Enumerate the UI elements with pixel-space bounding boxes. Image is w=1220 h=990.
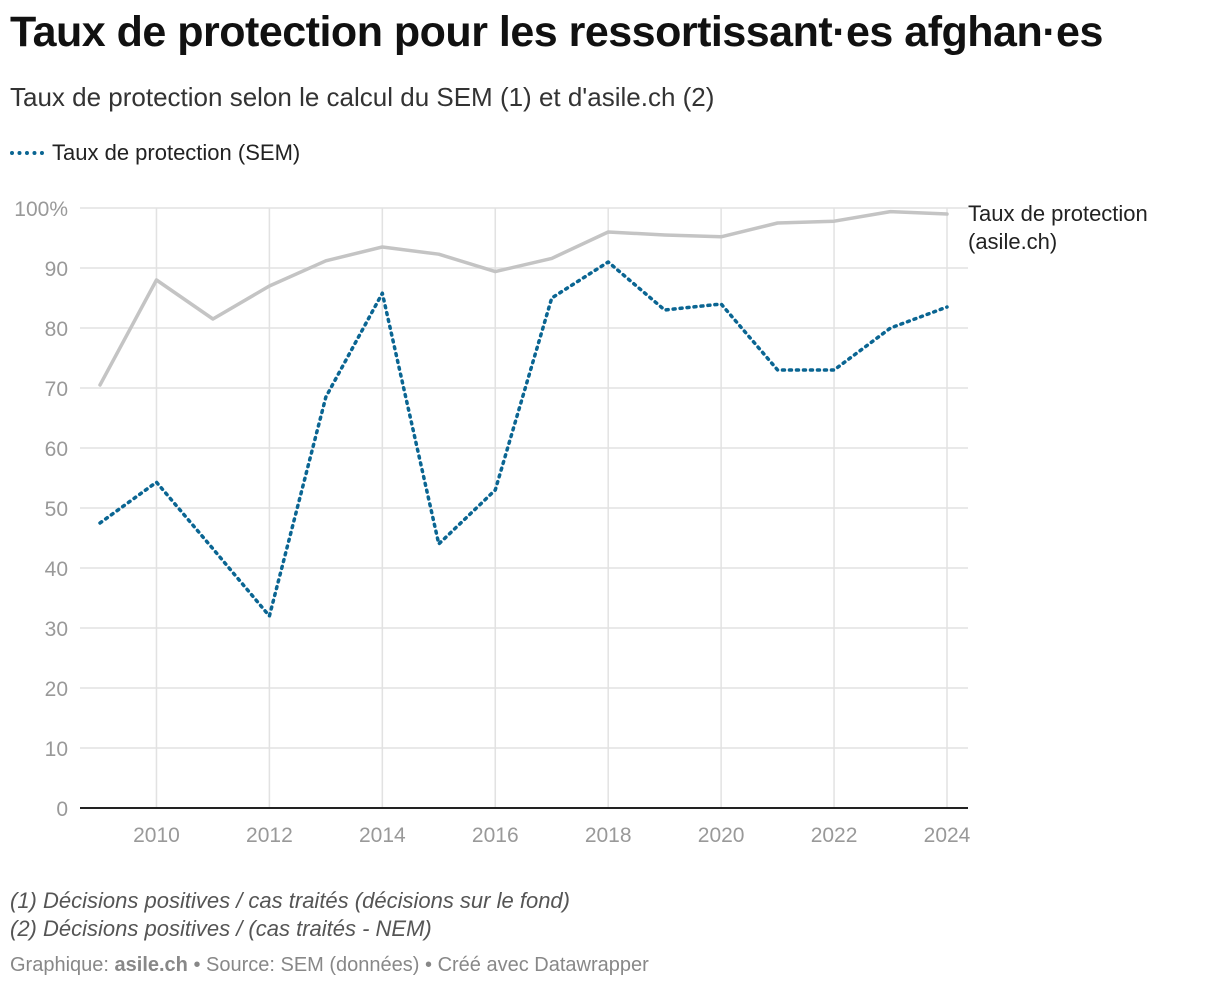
x-tick-label: 2014 <box>359 824 406 847</box>
y-tick-label: 0 <box>56 798 68 821</box>
credits: Graphique: asile.ch • Source: SEM (donné… <box>10 954 649 977</box>
series-line-asile <box>98 209 949 387</box>
footnote-2: (2) Décisions positives / (cas traités -… <box>10 916 432 941</box>
x-tick-label: 2018 <box>585 824 632 847</box>
y-tick-label: 10 <box>45 738 68 761</box>
series-label-asile: (asile.ch) <box>968 229 1057 254</box>
chart-title: Taux de protection pour les ressortissan… <box>10 8 1103 56</box>
y-tick-label: 100% <box>14 198 68 221</box>
y-tick-label: 20 <box>45 678 68 701</box>
x-tick-label: 2020 <box>698 824 745 847</box>
y-tick-label: 40 <box>45 558 68 581</box>
credits-prefix: Graphique: <box>10 954 115 976</box>
y-tick-label: 90 <box>45 258 68 281</box>
chart-subtitle: Taux de protection selon le calcul du SE… <box>10 82 715 112</box>
series-line-sem <box>98 260 949 618</box>
y-tick-label: 50 <box>45 498 68 521</box>
y-tick-label: 80 <box>45 318 68 341</box>
x-tick-label: 2012 <box>246 824 293 847</box>
credits-brand: asile.ch <box>114 954 188 976</box>
y-tick-label: 30 <box>45 618 68 641</box>
line-chart: 0 10 20 30 40 50 60 70 80 90 100% 2010 2012 2014 2016… <box>14 198 1148 847</box>
legend-label-sem: Taux de protection (SEM) <box>52 140 301 165</box>
x-tick-label: 2016 <box>472 824 519 847</box>
legend-dotted-line-icon <box>10 151 44 155</box>
y-tick-label: 70 <box>45 378 68 401</box>
series-label-asile: Taux de protection <box>968 201 1148 226</box>
x-tick-label: 2022 <box>811 824 858 847</box>
credits-source: • Source: SEM (données) • Créé avec Data… <box>187 954 649 976</box>
x-tick-label: 2024 <box>924 824 971 847</box>
footnotes: (1) Décisions positives / cas traités (d… <box>10 887 570 943</box>
footnote-1: (1) Décisions positives / cas traités (d… <box>10 888 570 913</box>
legend: Taux de protection (SEM) <box>10 140 300 166</box>
y-tick-label: 60 <box>45 438 68 461</box>
x-tick-label: 2010 <box>133 824 180 847</box>
